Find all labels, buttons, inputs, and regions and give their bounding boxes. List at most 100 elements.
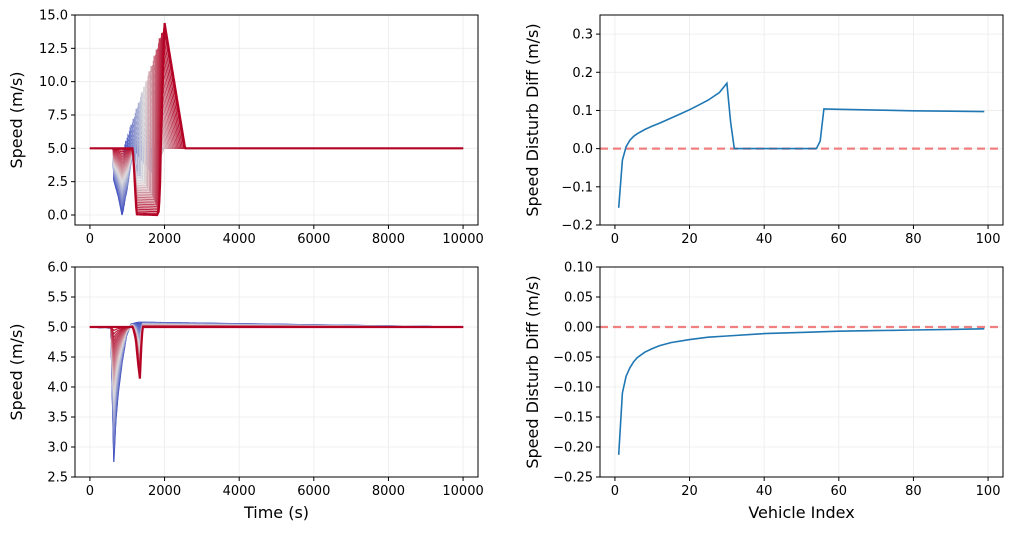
x-tick-label: 60 xyxy=(831,232,848,247)
y-tick-label: −0.1 xyxy=(561,180,593,195)
x-tick-label: 0 xyxy=(611,232,619,247)
x-tick-label: 6000 xyxy=(297,232,330,247)
vehicle-trajectory-line xyxy=(89,322,464,442)
chart-top-left: 0 2000 4000 6000 8000 10000 0.0 2.5 5.0 7.5 10.0 12… xyxy=(7,9,484,248)
vehicle-trajectory-line xyxy=(89,323,464,404)
speed-disturb-diff-line xyxy=(617,328,985,455)
y-tick-label: 0.0 xyxy=(572,142,593,157)
vehicle-trajectory-line xyxy=(89,326,464,375)
x-tick-label: 0 xyxy=(611,484,619,499)
vehicle-trajectory-line xyxy=(89,322,464,431)
vehicle-trajectory-line xyxy=(89,324,464,386)
vehicle-trajectory-line xyxy=(89,321,464,456)
chart-bottom-left: 0 2000 4000 6000 8000 10000 2.5 3.0 3.5 4.0 4.5 5.0… xyxy=(7,261,484,523)
vehicle-trajectory-line xyxy=(89,322,464,445)
axes-frame xyxy=(74,14,479,226)
x-tick-label: 40 xyxy=(756,484,773,499)
y-tick-label: 5.0 xyxy=(47,321,68,336)
y-tick-label: 6.0 xyxy=(47,261,68,276)
chart-top-right: 0 20 40 60 80 100 −0.2 −0.1 0.0 0.1 0.2 0.3 Speed Di… xyxy=(523,14,1004,247)
vehicle-trajectory-line xyxy=(89,81,464,185)
vehicle-trajectory-line xyxy=(89,323,464,421)
y-tick-label: 0.05 xyxy=(564,291,593,306)
y-tick-label: 0.3 xyxy=(572,28,593,43)
vehicle-trajectory-line xyxy=(89,324,464,369)
vehicle-trajectory-line xyxy=(89,325,464,368)
vehicle-trajectory-line xyxy=(89,322,464,449)
vehicle-trajectory-line xyxy=(89,325,464,379)
plot-area-bottom-left xyxy=(89,321,464,463)
y-tick-label: 0.0 xyxy=(47,209,68,224)
y-tick-label: 5.5 xyxy=(47,291,68,306)
y-tick-label: 4.0 xyxy=(47,381,68,396)
vehicle-trajectory-line xyxy=(89,324,464,397)
vehicle-trajectory-line xyxy=(89,326,464,378)
x-tick-label: 60 xyxy=(831,484,848,499)
x-axis-label: Time (s) xyxy=(243,503,309,522)
plot-area-bottom-right xyxy=(600,325,1003,455)
y-tick-label: 3.5 xyxy=(47,411,68,426)
x-tick-label: 4000 xyxy=(223,484,256,499)
axes-frame xyxy=(599,14,1004,226)
vehicle-trajectory-line xyxy=(89,325,464,365)
vehicle-trajectory-line xyxy=(89,323,464,411)
vehicle-trajectory-line xyxy=(89,321,464,463)
x-tick-label: 8000 xyxy=(372,232,405,247)
vehicle-trajectory-line xyxy=(89,325,464,373)
chart-bottom-right: 0 20 40 60 80 100 −0.25 −0.20 −0.15 −0.10 −0.05 0.0… xyxy=(523,261,1004,522)
y-tick-label: 4.5 xyxy=(47,351,68,366)
vehicle-trajectory-line xyxy=(89,325,464,366)
plot-area-top-right xyxy=(600,81,1003,208)
speed-disturb-diff-line xyxy=(617,81,985,208)
vehicle-trajectory-line xyxy=(89,323,464,414)
x-tick-label: 100 xyxy=(976,484,1001,499)
y-tick-label: 2.5 xyxy=(47,471,68,486)
vehicle-trajectory-line xyxy=(89,322,464,438)
y-tick-label: −0.25 xyxy=(553,471,593,486)
vehicle-trajectory-line xyxy=(89,324,464,376)
vehicle-trajectory-line xyxy=(89,322,464,435)
x-tick-label: 2000 xyxy=(148,232,181,247)
y-tick-label: 3.0 xyxy=(47,441,68,456)
vehicle-trajectory-line xyxy=(89,323,464,418)
vehicle-trajectory-line xyxy=(89,324,464,393)
y-tick-label: −0.10 xyxy=(553,381,593,396)
x-tick-label: 6000 xyxy=(297,484,330,499)
vehicle-trajectory-line xyxy=(89,321,464,459)
x-tick-label: 80 xyxy=(905,232,922,247)
x-tick-label: 2000 xyxy=(148,484,181,499)
y-tick-label: −0.05 xyxy=(553,351,593,366)
x-tick-label: 10000 xyxy=(442,484,483,499)
y-tick-label: −0.20 xyxy=(553,441,593,456)
x-tick-label: 0 xyxy=(86,484,94,499)
y-tick-label: 0.00 xyxy=(564,321,593,336)
axes-frame xyxy=(599,266,1004,478)
x-tick-label: 10000 xyxy=(442,232,483,247)
y-tick-label: 10.0 xyxy=(39,75,68,90)
plot-area-top-left xyxy=(89,22,464,217)
x-tick-label: 0 xyxy=(86,232,94,247)
y-tick-label: 0.1 xyxy=(572,104,593,119)
vehicle-trajectory-line xyxy=(89,325,464,372)
y-tick-label: 0.10 xyxy=(564,261,593,276)
x-tick-label: 8000 xyxy=(372,484,405,499)
vehicle-trajectory-line xyxy=(89,324,464,373)
y-tick-label: 5.0 xyxy=(47,142,68,157)
vehicle-trajectory-line xyxy=(89,326,464,376)
vehicle-trajectory-line xyxy=(89,323,464,407)
y-tick-label: −0.15 xyxy=(553,411,593,426)
vehicle-trajectory-line xyxy=(89,324,464,383)
y-axis-label: Speed (m/s) xyxy=(7,71,26,168)
vehicle-trajectory-line xyxy=(89,322,464,428)
y-tick-label: −0.2 xyxy=(561,219,593,234)
x-tick-label: 20 xyxy=(681,484,698,499)
y-axis-label: Speed Disturb Diff (m/s) xyxy=(523,23,542,216)
vehicle-trajectory-line xyxy=(89,323,464,400)
vehicle-trajectory-line xyxy=(89,325,464,366)
y-tick-label: 7.5 xyxy=(47,109,68,124)
x-axis-label: Vehicle Index xyxy=(748,503,854,522)
y-tick-label: 12.5 xyxy=(39,42,68,57)
x-tick-label: 20 xyxy=(681,232,698,247)
axes-frame xyxy=(74,266,479,478)
